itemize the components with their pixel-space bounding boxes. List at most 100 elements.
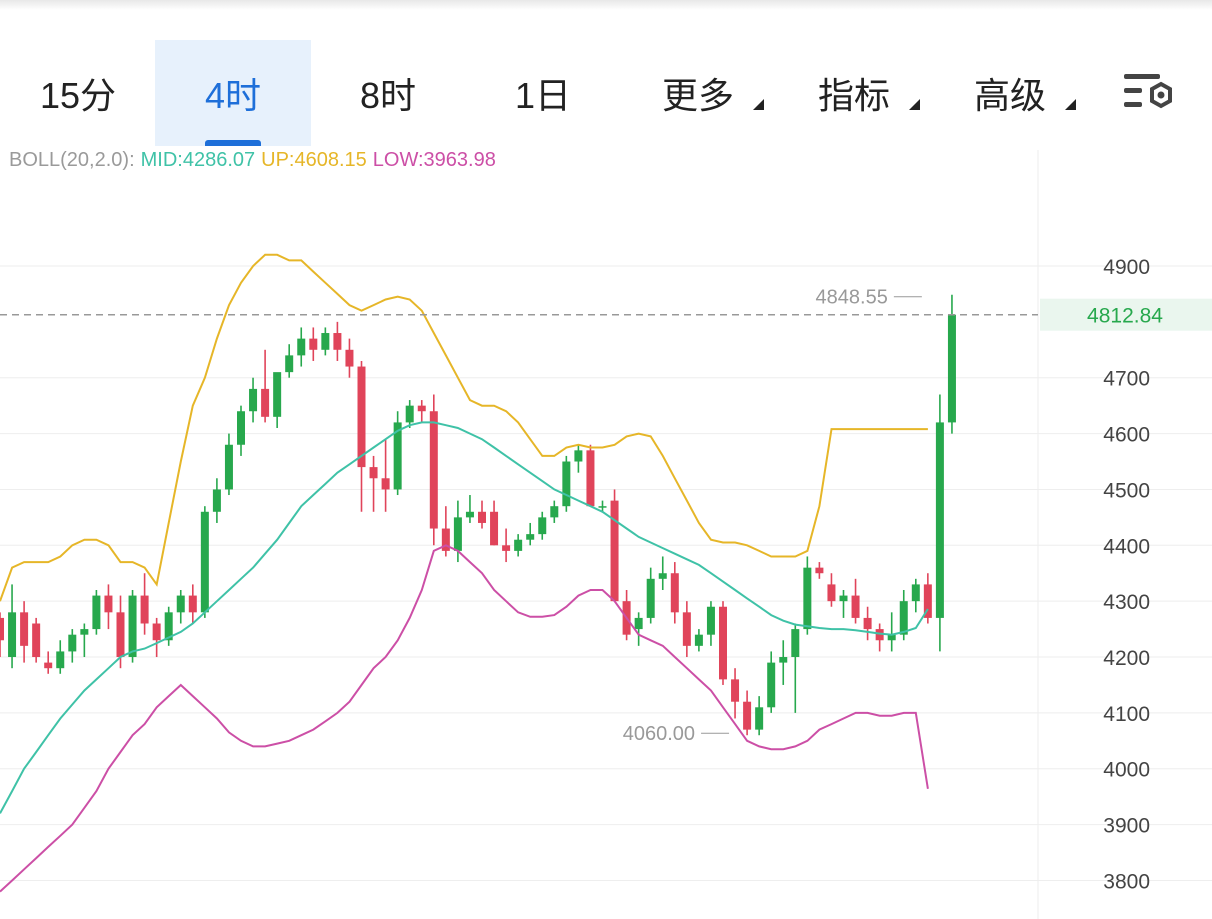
candlestick-chart[interactable]: 4812.84 4900 4700 4600 4500 4400 4300 4200 4100… [0, 150, 1212, 919]
candle-body [333, 333, 342, 350]
candle-32 [381, 439, 390, 512]
candle-body [706, 606, 715, 635]
candle-body [212, 489, 221, 512]
candle-body [393, 422, 402, 490]
candle-74 [887, 612, 896, 652]
candle-58 [694, 629, 703, 652]
candle-body [68, 634, 77, 652]
candle-54 [646, 567, 655, 624]
tab-4h-label: 4时 [204, 75, 262, 116]
boll-legend-up: UP:4608.15 [261, 149, 367, 171]
candle-42 [502, 528, 511, 563]
candle-13 [152, 617, 161, 658]
y-tick-label-2: 4600 [1103, 424, 1150, 447]
candle-body [32, 623, 41, 658]
candle-22 [261, 349, 270, 423]
candle-6 [68, 629, 77, 663]
candle-70 [839, 589, 848, 618]
low-marker-label: 4060.00 [623, 723, 695, 745]
boll-legend-name: BOLL(20,2.0): [9, 149, 135, 171]
candle-body [321, 333, 330, 350]
candle-body [646, 578, 655, 618]
candle-44 [526, 522, 535, 546]
tab-1d[interactable]: 1日 [465, 40, 621, 146]
candle-66 [791, 623, 800, 713]
candle-18 [212, 478, 221, 523]
tab-advanced[interactable]: 高级 [932, 40, 1088, 146]
candle-body [357, 366, 366, 468]
candle-body [863, 617, 872, 630]
candle-36 [429, 394, 438, 546]
candle-body [297, 338, 306, 356]
candle-body [44, 662, 53, 669]
y-tick-label-9: 3900 [1103, 815, 1150, 838]
candle-body [839, 595, 848, 602]
candle-68 [815, 562, 824, 579]
candle-body [490, 511, 499, 546]
tab-8h-label: 8时 [359, 75, 417, 116]
candle-body [309, 338, 318, 350]
candle-body [441, 528, 450, 551]
dropdown-corner-icon [1064, 98, 1076, 110]
candle-body [719, 606, 727, 680]
tab-indicators-label: 指标 [817, 75, 890, 116]
dropdown-corner-icon [752, 98, 764, 110]
candle-79 [947, 294, 956, 434]
candle-29 [345, 338, 354, 378]
tab-8h[interactable]: 8时 [310, 40, 466, 146]
candle-body [116, 612, 125, 658]
candle-50 [598, 500, 607, 512]
candle-49 [586, 444, 595, 507]
candle-body [767, 662, 776, 708]
tab-more[interactable]: 更多 [620, 40, 776, 146]
tab-15min-label: 15分 [39, 75, 117, 116]
candle-body [526, 534, 535, 540]
y-tick-label-3: 4500 [1103, 479, 1150, 502]
filter-settings-icon[interactable] [1122, 70, 1178, 120]
boll-low-line [0, 544, 929, 893]
candle-47 [562, 455, 571, 512]
candle-41 [490, 500, 499, 546]
candle-body [369, 467, 378, 479]
candle-body [80, 629, 89, 635]
candle-body [947, 314, 956, 423]
timeframe-tabs: 15分 4时 8时 1日 更多 指标 高级 [0, 40, 1212, 146]
candle-body [164, 612, 173, 641]
candle-body [538, 517, 547, 535]
candle-51 [610, 489, 619, 602]
candle-body [935, 422, 944, 618]
candle-body [731, 679, 740, 702]
tab-indicators[interactable]: 指标 [776, 40, 932, 146]
candle-71 [851, 578, 860, 624]
candle-63 [755, 696, 764, 736]
tab-1d-label: 1日 [514, 75, 572, 116]
candle-5 [56, 640, 65, 674]
candle-body [887, 634, 896, 641]
candle-15 [176, 589, 185, 624]
candle-19 [224, 433, 233, 496]
candle-body [875, 629, 884, 641]
candle-body [911, 584, 920, 602]
candle-64 [767, 651, 776, 713]
candle-body [586, 450, 595, 507]
tab-15min[interactable]: 15分 [0, 40, 156, 146]
candle-7 [80, 623, 89, 658]
candle-21 [249, 377, 258, 423]
high-low-markers: 4848.55 4060.00 [623, 287, 922, 745]
candle-body [56, 651, 65, 669]
boll-legend-mid: MID:4286.07 [140, 149, 256, 171]
candle-body [574, 450, 583, 462]
candle-body [827, 584, 836, 602]
candle-9 [104, 584, 113, 630]
y-tick-label-8: 4000 [1103, 759, 1150, 782]
tab-4h[interactable]: 4时 [155, 40, 311, 146]
candle-body [237, 411, 245, 445]
y-tick-label-4: 4400 [1103, 535, 1150, 558]
candle-body [550, 506, 559, 518]
candle-body [562, 461, 571, 507]
y-tick-label-10: 3800 [1103, 870, 1150, 893]
candle-1 [8, 584, 17, 669]
candle-body [514, 539, 523, 551]
candle-17 [200, 506, 209, 618]
candle-body [417, 405, 426, 412]
